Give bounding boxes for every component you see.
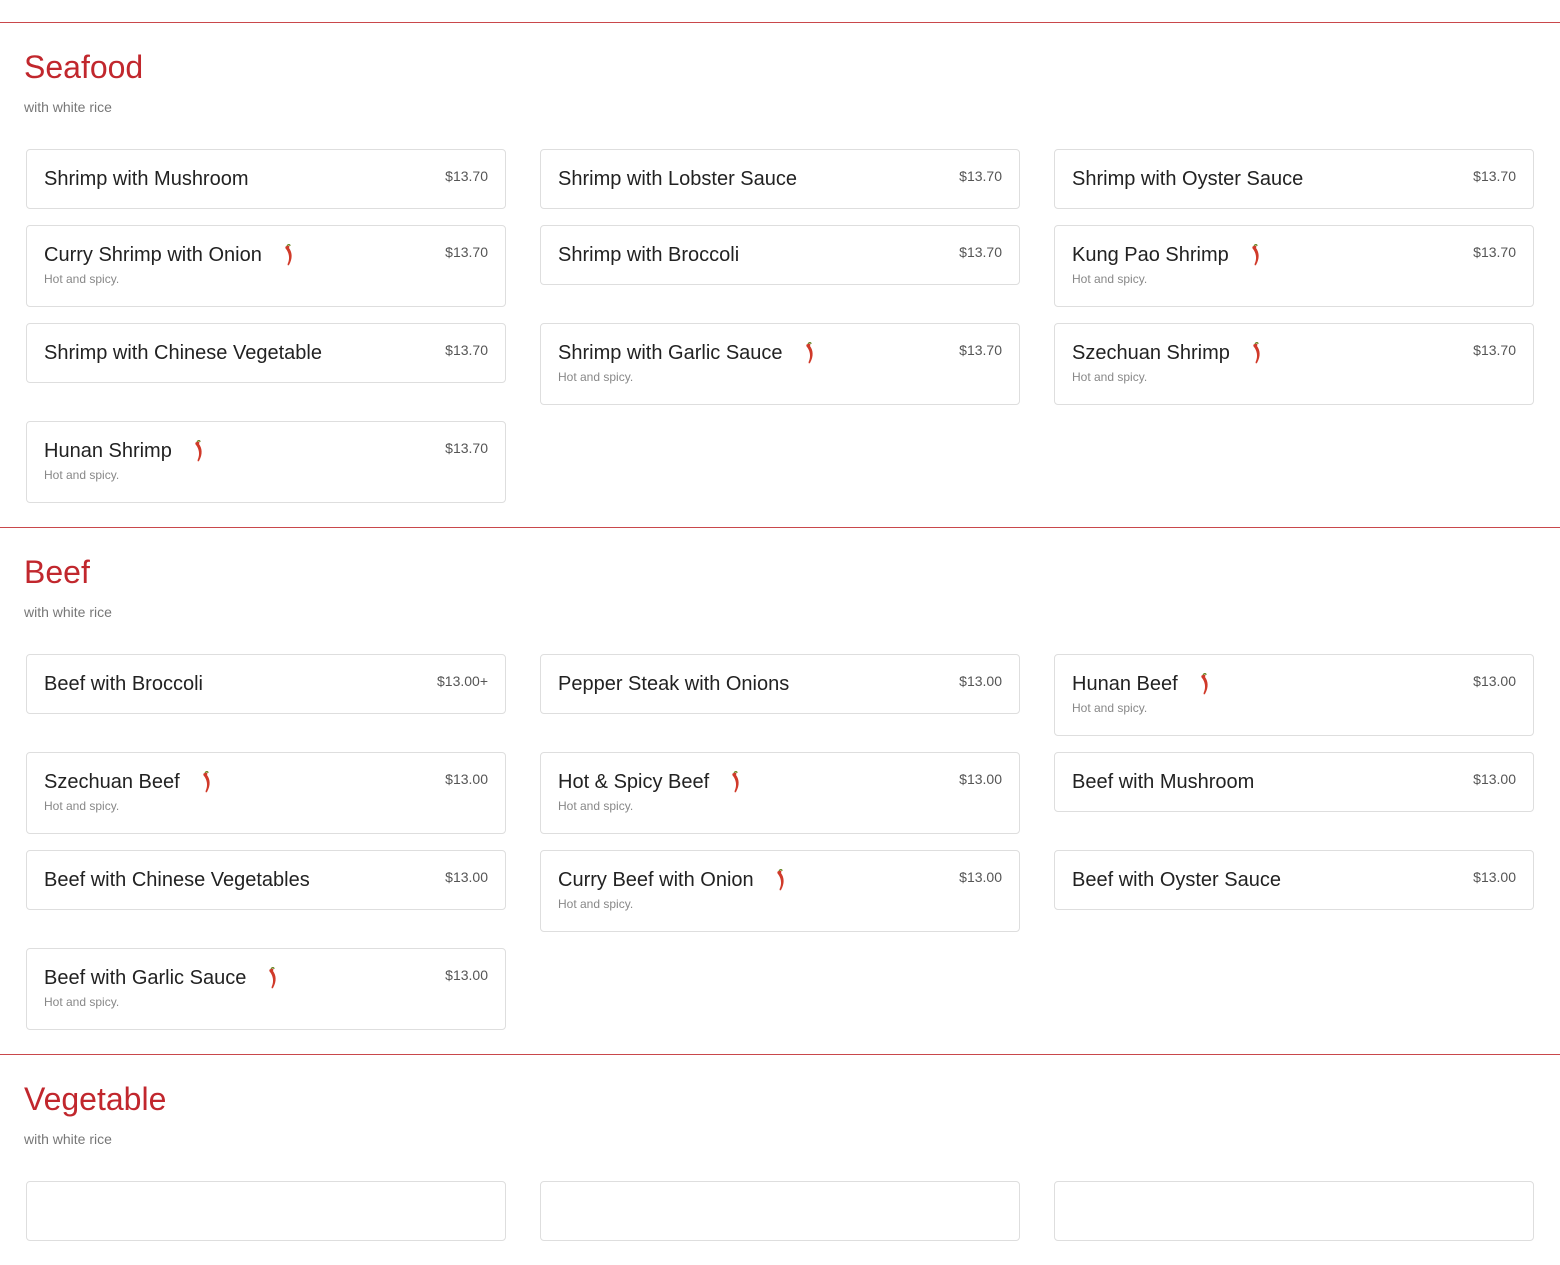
menu-item-card[interactable] [540, 1181, 1020, 1241]
item-price: $13.70 [1473, 342, 1516, 358]
chili-pepper-icon [1252, 341, 1262, 364]
item-price: $13.00 [1473, 869, 1516, 885]
item-price: $13.70 [959, 342, 1002, 358]
item-price: $13.70 [445, 244, 488, 260]
item-description: Hot and spicy. [1072, 272, 1148, 286]
section-title: Beef [24, 554, 90, 590]
item-name: Curry Beef with Onion [558, 869, 754, 891]
item-name: Hunan Beef [1072, 673, 1178, 695]
chili-pepper-icon [776, 868, 786, 891]
item-price: $13.70 [959, 244, 1002, 260]
menu-item-card[interactable]: Hunan Shrimp $13.70 Hot and spicy. [26, 421, 506, 503]
chili-pepper-icon [1200, 672, 1210, 695]
item-price: $13.00 [959, 673, 1002, 689]
menu-section-beef: Beef with white rice Beef with Broccoli $13… [0, 527, 1560, 1054]
top-spacer [0, 0, 1560, 22]
menu-item-card[interactable]: Szechuan Shrimp $13.70 Hot and spicy. [1054, 323, 1534, 405]
item-name: Beef with Oyster Sauce [1072, 869, 1281, 891]
menu-item-card[interactable]: Beef with Garlic Sauce $13.00 Hot and spic… [26, 948, 506, 1030]
menu-item-card[interactable]: Szechuan Beef $13.00 Hot and spicy. [26, 752, 506, 834]
item-name: Kung Pao Shrimp [1072, 244, 1229, 266]
item-description: Hot and spicy. [558, 370, 634, 384]
item-name: Shrimp with Mushroom [44, 168, 249, 190]
menu-item-card[interactable]: Beef with Mushroom $13.00 [1054, 752, 1534, 812]
item-name: Beef with Garlic Sauce [44, 967, 247, 989]
item-name: Shrimp with Lobster Sauce [558, 168, 798, 190]
menu-section-vegetable: Vegetable with white rice [0, 1054, 1560, 1265]
item-name: Beef with Chinese Vegetables [44, 869, 310, 891]
chili-pepper-icon [268, 966, 278, 989]
item-price: $13.70 [1473, 244, 1516, 260]
section-subtitle: with white rice [24, 1131, 112, 1147]
item-price: $13.00 [959, 771, 1002, 787]
item-description: Hot and spicy. [558, 799, 634, 813]
item-name: Beef with Broccoli [44, 673, 203, 695]
section-title: Vegetable [24, 1081, 167, 1117]
item-name: Shrimp with Broccoli [558, 244, 740, 266]
item-price: $13.70 [1473, 168, 1516, 184]
menu-item-card[interactable]: Hunan Beef $13.00 Hot and spicy. [1054, 654, 1534, 736]
item-name: Szechuan Shrimp [1072, 342, 1230, 364]
menu: Seafood with white rice Shrimp with Mushro… [0, 22, 1560, 1265]
menu-grid: Beef with Broccoli $13.00+ Pepper Steak wi… [26, 654, 1534, 1030]
item-price: $13.70 [445, 168, 488, 184]
menu-item-card[interactable] [1054, 1181, 1534, 1241]
item-name: Pepper Steak with Onions [558, 673, 790, 695]
item-description: Hot and spicy. [44, 799, 120, 813]
item-price: $13.70 [445, 440, 488, 456]
section-subtitle: with white rice [24, 604, 112, 620]
item-price: $13.70 [959, 168, 1002, 184]
menu-item-card[interactable]: Kung Pao Shrimp $13.70 Hot and spicy. [1054, 225, 1534, 307]
item-price: $13.00 [445, 771, 488, 787]
menu-item-card[interactable]: Shrimp with Chinese Vegetable $13.70 [26, 323, 506, 383]
menu-item-card[interactable]: Hot & Spicy Beef $13.00 Hot and spicy. [540, 752, 1020, 834]
item-price: $13.00 [959, 869, 1002, 885]
item-name: Shrimp with Garlic Sauce [558, 342, 783, 364]
section-title: Seafood [24, 49, 144, 85]
menu-grid: Shrimp with Mushroom $13.70 Shrimp with Lo… [26, 149, 1534, 503]
item-price: $13.00 [445, 967, 488, 983]
menu-section-seafood: Seafood with white rice Shrimp with Mushro… [0, 22, 1560, 527]
item-name: Hunan Shrimp [44, 440, 172, 462]
menu-item-card[interactable]: Shrimp with Lobster Sauce $13.70 [540, 149, 1020, 209]
section-subtitle: with white rice [24, 99, 112, 115]
item-description: Hot and spicy. [1072, 370, 1148, 384]
item-description: Hot and spicy. [44, 995, 120, 1009]
item-description: Hot and spicy. [1072, 701, 1148, 715]
item-name: Shrimp with Chinese Vegetable [44, 342, 322, 364]
menu-item-card[interactable]: Beef with Oyster Sauce $13.00 [1054, 850, 1534, 910]
menu-item-card[interactable]: Shrimp with Oyster Sauce $13.70 [1054, 149, 1534, 209]
menu-item-card[interactable]: Shrimp with Garlic Sauce $13.70 Hot and sp… [540, 323, 1020, 405]
menu-grid [26, 1181, 1534, 1241]
chili-pepper-icon [805, 341, 815, 364]
item-name: Hot & Spicy Beef [558, 771, 710, 793]
menu-item-card[interactable]: Curry Shrimp with Onion $13.70 Hot and spi… [26, 225, 506, 307]
chili-pepper-icon [194, 439, 204, 462]
menu-item-card[interactable]: Beef with Broccoli $13.00+ [26, 654, 506, 714]
item-name: Shrimp with Oyster Sauce [1072, 168, 1304, 190]
menu-item-card[interactable]: Pepper Steak with Onions $13.00 [540, 654, 1020, 714]
chili-pepper-icon [284, 243, 294, 266]
item-price: $13.00 [1473, 771, 1516, 787]
item-name: Szechuan Beef [44, 771, 180, 793]
item-price: $13.00 [445, 869, 488, 885]
item-price: $13.00 [1473, 673, 1516, 689]
item-name: Beef with Mushroom [1072, 771, 1255, 793]
item-description: Hot and spicy. [44, 468, 120, 482]
menu-item-card[interactable]: Shrimp with Mushroom $13.70 [26, 149, 506, 209]
chili-pepper-icon [731, 770, 741, 793]
menu-item-card[interactable]: Curry Beef with Onion $13.00 Hot and spicy… [540, 850, 1020, 932]
item-description: Hot and spicy. [558, 897, 634, 911]
menu-item-card[interactable]: Beef with Chinese Vegetables $13.00 [26, 850, 506, 910]
menu-item-card[interactable]: Shrimp with Broccoli $13.70 [540, 225, 1020, 285]
item-description: Hot and spicy. [44, 272, 120, 286]
chili-pepper-icon [202, 770, 212, 793]
menu-item-card[interactable] [26, 1181, 506, 1241]
chili-pepper-icon [1251, 243, 1261, 266]
item-price: $13.00+ [437, 673, 488, 689]
item-name: Curry Shrimp with Onion [44, 244, 262, 266]
item-price: $13.70 [445, 342, 488, 358]
